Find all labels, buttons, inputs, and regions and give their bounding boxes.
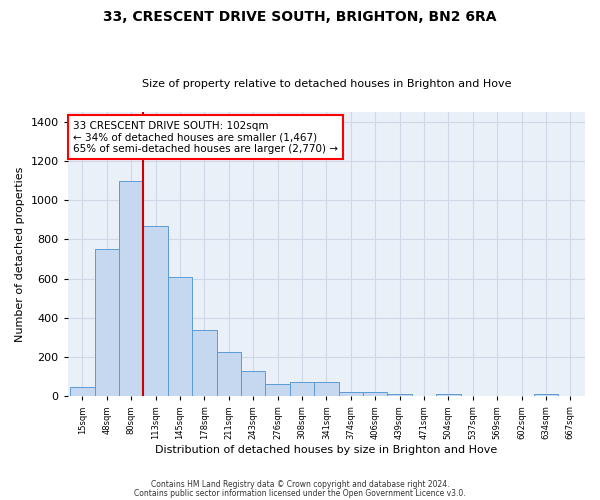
Bar [168, 277, 192, 396]
Bar [534, 394, 558, 396]
Bar [265, 384, 290, 396]
Text: 33 CRESCENT DRIVE SOUTH: 102sqm
← 34% of detached houses are smaller (1,467)
65%: 33 CRESCENT DRIVE SOUTH: 102sqm ← 34% of… [73, 120, 338, 154]
Bar [70, 386, 95, 396]
Bar [217, 352, 241, 397]
Bar [363, 392, 388, 396]
Y-axis label: Number of detached properties: Number of detached properties [15, 166, 25, 342]
Bar [192, 330, 217, 396]
Bar [241, 371, 265, 396]
Bar [95, 250, 119, 396]
Bar [143, 226, 168, 396]
Bar [388, 394, 412, 396]
Bar [314, 382, 338, 396]
Bar [338, 392, 363, 396]
Text: Contains public sector information licensed under the Open Government Licence v3: Contains public sector information licen… [134, 488, 466, 498]
X-axis label: Distribution of detached houses by size in Brighton and Hove: Distribution of detached houses by size … [155, 445, 497, 455]
Title: Size of property relative to detached houses in Brighton and Hove: Size of property relative to detached ho… [142, 79, 511, 89]
Bar [119, 180, 143, 396]
Text: Contains HM Land Registry data © Crown copyright and database right 2024.: Contains HM Land Registry data © Crown c… [151, 480, 449, 489]
Bar [290, 382, 314, 396]
Bar [436, 394, 461, 396]
Text: 33, CRESCENT DRIVE SOUTH, BRIGHTON, BN2 6RA: 33, CRESCENT DRIVE SOUTH, BRIGHTON, BN2 … [103, 10, 497, 24]
